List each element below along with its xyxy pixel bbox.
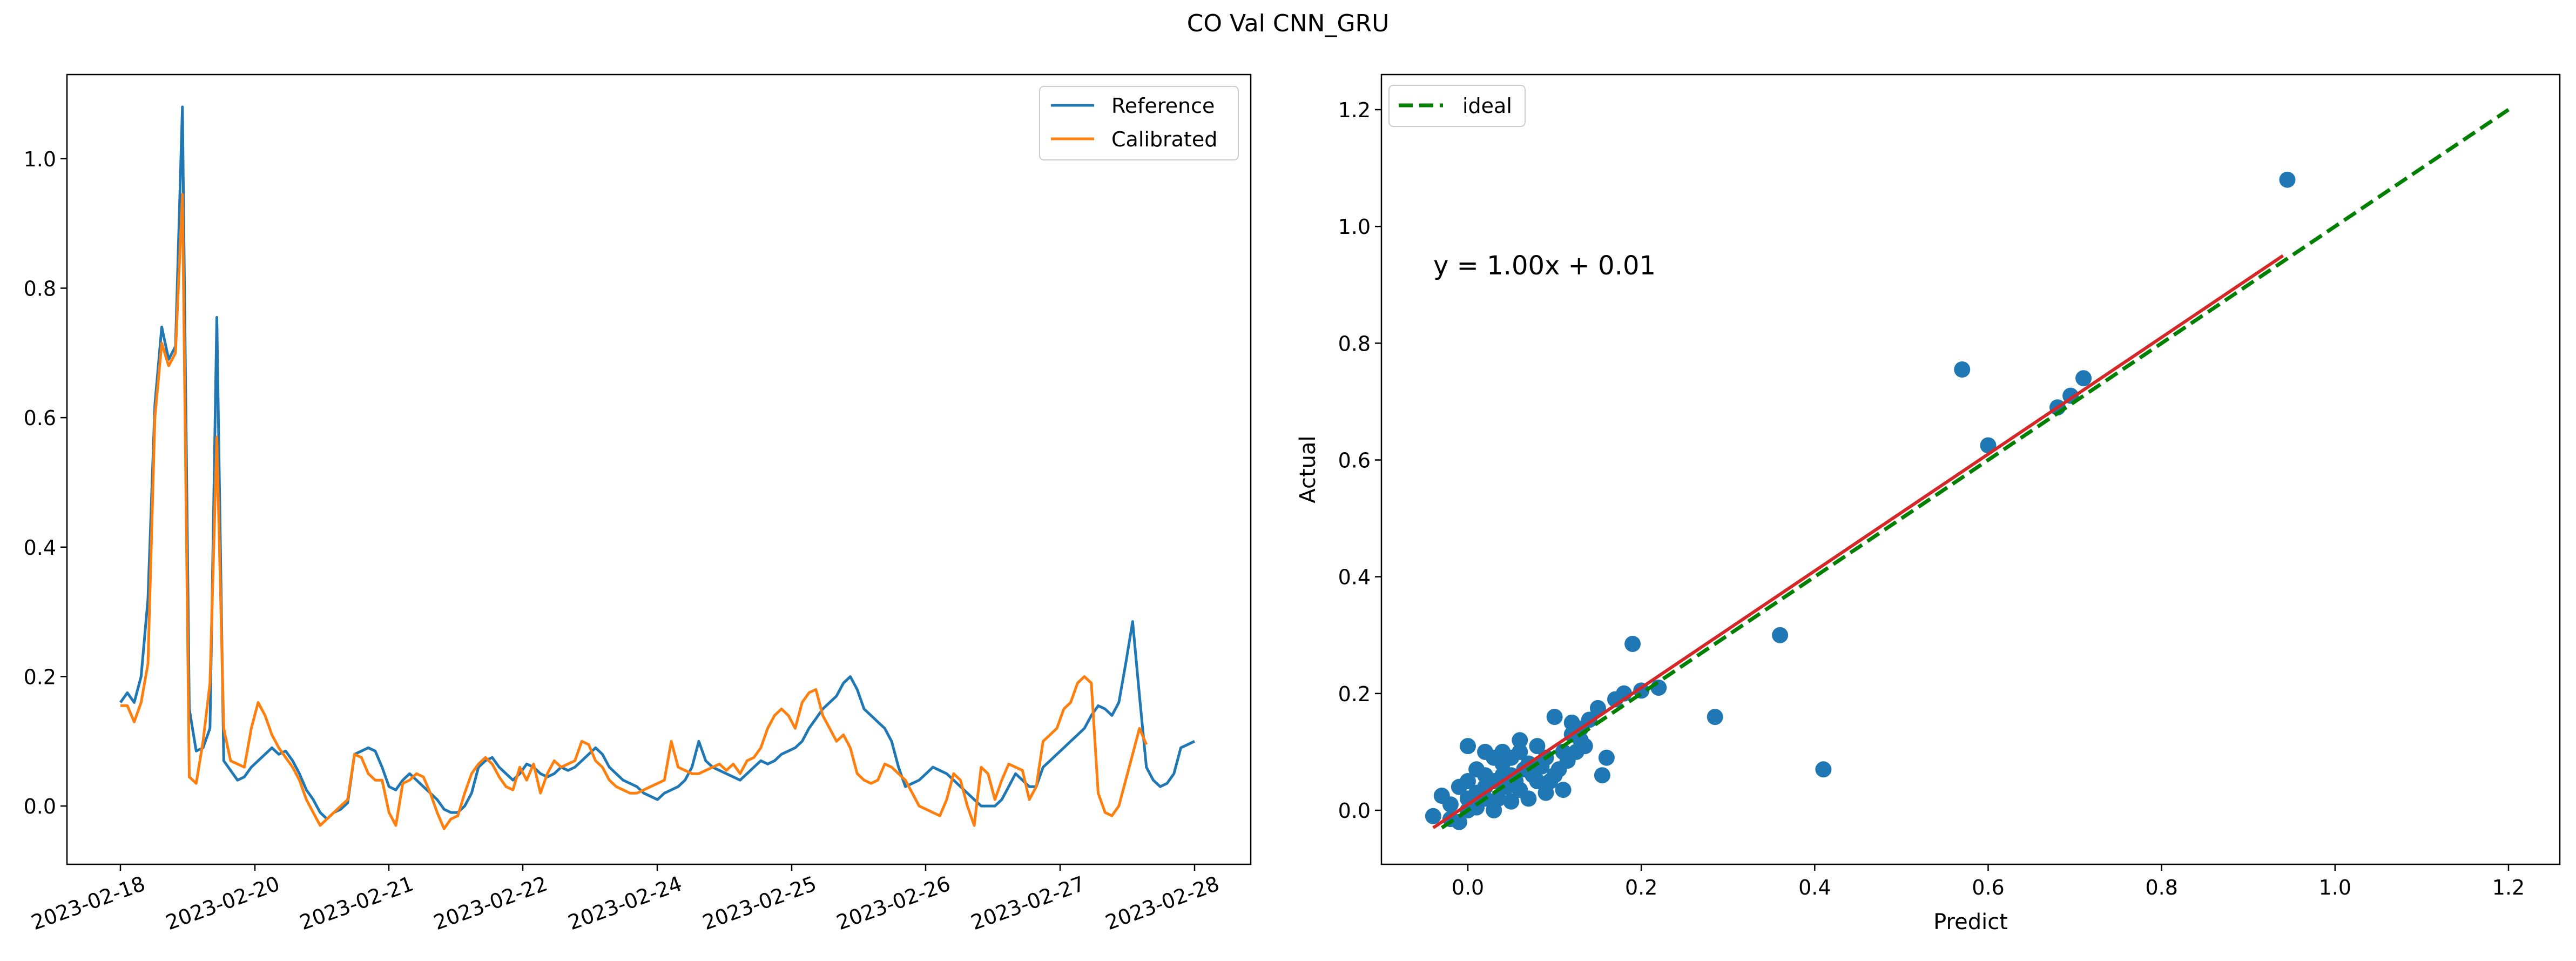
legend-box [1388,85,1526,127]
y-tick-label: 1.0 [24,147,56,171]
scatter-point [1594,767,1610,784]
x-tick-label: 2023-02-18 [28,872,149,935]
figure-title: CO Val CNN_GRU [1186,10,1390,37]
series-line-reference [119,105,1196,821]
legend: Reference Calibrated [1039,86,1239,160]
y-tick-label: 0.0 [1338,799,1371,823]
scatter-point [1520,790,1537,807]
y-tick-label: 0.2 [1338,682,1371,706]
x-tick-label: 1.2 [2492,876,2525,899]
y-tick-label: 0.6 [24,406,56,430]
x-tick-label: 2023-02-21 [296,872,417,935]
series-line-calibrated [120,193,1148,830]
scatter-point [1537,784,1554,801]
scatter-point [1815,761,1832,778]
x-tick-label: 2023-02-24 [565,872,685,935]
y-tick-label: 0.8 [1338,332,1371,355]
legend: ideal [1388,85,1526,127]
scatter-point [1576,738,1593,755]
x-tick-label: 2023-02-25 [699,872,820,935]
scatter-point [1460,773,1476,789]
x-tick-label: 1.0 [2319,876,2351,899]
scatter-point [1555,782,1572,798]
y-tick-label: 0.4 [24,536,56,560]
y-tick-label: 0.8 [24,277,56,300]
x-axis-label: Predict [1933,910,2008,935]
scatter-point [1772,627,1789,643]
scatter-point [1503,749,1520,766]
scatter-chart: 0.0 0.2 0.4 0.6 0.8 1.0 1.2 0.0 0.2 0.4 0.6 0.8 1.0 1… [1296,73,2561,935]
scatter-point [2075,370,2092,387]
x-tick-label: 0.4 [1798,876,1831,899]
ideal-line [1440,108,2510,830]
x-tick-label: 2023-02-27 [968,872,1088,935]
scatter-point [1980,437,1997,454]
plot-frame [1380,73,2561,865]
fit-equation: y = 1.00x + 0.01 [1433,251,1656,281]
y-tick-label: 0.4 [1338,566,1371,589]
scatter-point [1954,361,1971,378]
y-tick-label: 1.2 [1338,98,1371,122]
scatter-point [1425,808,1441,824]
x-tick-label: 0.6 [1972,876,2004,899]
plot-frame [66,73,1252,865]
scatter-point [1707,709,1723,725]
x-tick-label: 2023-02-22 [430,872,551,935]
scatter-point [1433,788,1450,804]
y-tick-label: 0.0 [24,795,56,818]
scatter-point [1460,738,1476,755]
scatter-point [1624,636,1641,652]
legend-label-reference: Reference [1111,94,1215,118]
y-tick-label: 1.0 [1338,215,1371,239]
x-tick-label: 0.2 [1625,876,1657,899]
scatter-point [1546,767,1563,784]
scatter-point [1503,793,1520,810]
y-tick-label: 0.2 [24,665,56,689]
x-tick-label: 0.0 [1452,876,1484,899]
scatter-point [2279,171,2296,188]
scatter-point [1451,814,1467,830]
legend-label-calibrated: Calibrated [1111,127,1217,151]
scatter-point [1529,738,1546,755]
fit-line [1432,254,2284,829]
x-tick-label: 2023-02-26 [833,872,954,935]
x-tick-label: 2023-02-28 [1102,872,1223,935]
y-axis-label: Actual [1296,435,1320,503]
scatter-point [1598,749,1615,766]
scatter-point [1546,709,1563,725]
x-tick-label: 2023-02-20 [163,872,283,935]
x-tick-label: 0.8 [2145,876,2177,899]
y-tick-label: 0.6 [1338,449,1371,473]
scatter-point [1512,732,1528,749]
legend-label-ideal: ideal [1462,94,1512,118]
scatter-point [1468,761,1485,778]
scatter-point [1529,773,1546,789]
